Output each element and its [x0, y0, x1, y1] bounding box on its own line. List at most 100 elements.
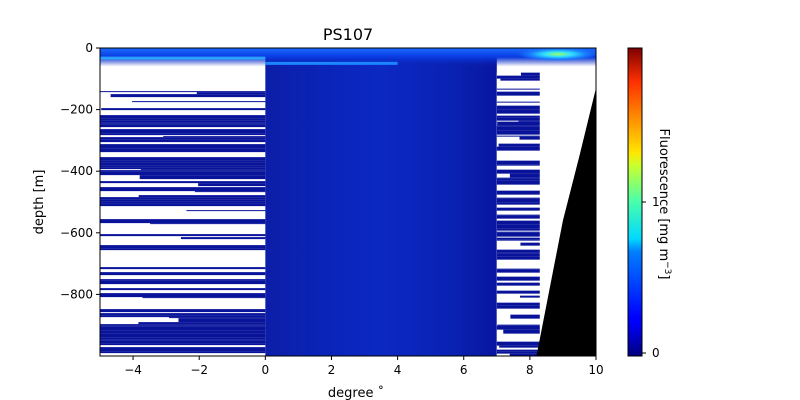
profile-line	[100, 325, 266, 327]
profile-line	[100, 245, 266, 249]
profile-line	[100, 343, 266, 346]
profile-line	[100, 187, 266, 192]
profile-line	[496, 349, 540, 352]
profile-line	[101, 108, 266, 111]
profile-line	[496, 237, 540, 240]
y-tick-label: −400	[60, 164, 93, 178]
profile-line	[100, 199, 266, 202]
profile-line	[496, 256, 540, 260]
profile-line	[178, 318, 266, 323]
profile-line	[498, 143, 540, 147]
profile-line	[100, 340, 266, 344]
x-tick-label: −4	[124, 363, 142, 377]
colorbar-label: Fluorescence [mg m−3]	[656, 129, 672, 280]
profile-line	[100, 115, 266, 119]
profile-line	[497, 121, 540, 126]
profile-line	[196, 92, 266, 95]
profile-line	[100, 144, 266, 149]
profile-line	[142, 297, 266, 299]
profile-line	[509, 173, 540, 178]
profile-line	[100, 333, 266, 338]
profile-line	[496, 180, 540, 185]
profile-line	[100, 133, 266, 136]
profile-line	[140, 169, 266, 171]
profile-line	[496, 269, 540, 273]
profile-line	[163, 136, 266, 138]
profile-line	[518, 120, 540, 122]
profile-line	[496, 253, 540, 257]
x-tick-label: 8	[526, 363, 534, 377]
profile-line	[496, 207, 540, 211]
profile-line	[519, 295, 540, 298]
profile-line	[194, 191, 266, 193]
profile-line	[496, 351, 540, 354]
y-tick-label: 0	[85, 41, 93, 55]
profile-line	[496, 164, 540, 166]
profile-line	[496, 239, 540, 241]
profile-line	[499, 345, 540, 348]
profile-line	[100, 337, 266, 340]
profile-line	[168, 317, 266, 319]
profile-line	[100, 351, 266, 354]
x-tick-label: −2	[190, 363, 208, 377]
profile-line	[496, 268, 540, 270]
profile-line	[138, 195, 266, 198]
profile-line	[110, 94, 266, 98]
profile-line	[496, 130, 540, 135]
profile-line	[100, 279, 266, 281]
profile-line	[100, 170, 266, 172]
profile-line	[496, 146, 540, 151]
profile-line	[100, 162, 266, 166]
profile-line	[496, 126, 540, 131]
profile-line	[100, 181, 266, 184]
profile-line	[132, 101, 266, 103]
profile-line	[496, 117, 540, 121]
profile-line	[496, 197, 540, 199]
profile-line	[186, 210, 266, 212]
profile-line	[496, 224, 540, 229]
x-tick-label: 2	[328, 363, 336, 377]
profile-line	[100, 139, 266, 143]
profile-line	[496, 160, 540, 165]
plot-frame	[99, 47, 597, 357]
y-tick-label: −200	[60, 103, 93, 117]
heatmap-plot-area	[100, 48, 596, 356]
profile-line	[100, 288, 266, 291]
profile-line	[496, 232, 540, 237]
profile-line	[496, 276, 540, 281]
profile-line	[198, 183, 266, 187]
profile-line	[100, 219, 266, 224]
profile-line	[496, 231, 540, 233]
profile-line	[100, 201, 266, 204]
profile-line	[100, 272, 266, 276]
profile-line	[496, 252, 540, 254]
profile-line	[496, 282, 540, 286]
profile-line	[100, 129, 266, 134]
profile-line	[503, 329, 540, 334]
profile-line	[496, 135, 540, 137]
x-tick-label: 0	[262, 363, 270, 377]
profile-line	[100, 165, 266, 168]
profile-line	[496, 190, 540, 195]
profile-line	[496, 214, 540, 216]
profile-line	[100, 339, 266, 341]
profile-line	[497, 324, 540, 326]
profile-line	[150, 223, 266, 225]
profile-line	[100, 203, 266, 207]
x-tick-label: 6	[460, 363, 468, 377]
surface-band-west	[100, 56, 266, 60]
profile-line	[100, 313, 266, 316]
profile-line	[100, 280, 266, 285]
profile-line	[100, 234, 266, 237]
profile-line	[496, 105, 540, 110]
profile-line	[100, 326, 266, 331]
seafloor	[536, 88, 596, 356]
colorbar-ticks: 01	[642, 195, 660, 360]
profile-line	[100, 197, 266, 200]
profile-line	[138, 322, 266, 325]
profile-line	[100, 293, 266, 298]
profile-line	[100, 148, 266, 153]
profile-line	[100, 167, 266, 170]
x-tick-label: 4	[394, 363, 402, 377]
profile-line	[496, 178, 540, 181]
